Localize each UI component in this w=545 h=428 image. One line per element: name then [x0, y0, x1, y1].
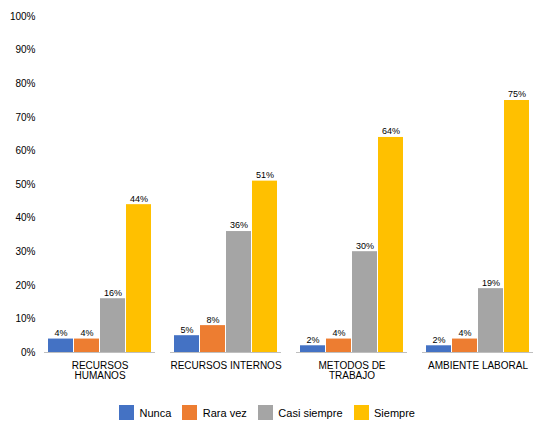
svg-text:AMBIENTE LABORAL: AMBIENTE LABORAL: [428, 360, 528, 371]
svg-text:64%: 64%: [382, 126, 400, 136]
svg-text:2%: 2%: [306, 335, 319, 345]
svg-text:80%: 80%: [15, 78, 35, 89]
svg-text:RECURSOSHUMANOS: RECURSOSHUMANOS: [72, 360, 129, 381]
svg-text:30%: 30%: [15, 246, 35, 257]
svg-text:50%: 50%: [15, 179, 35, 190]
svg-text:0%: 0%: [21, 347, 36, 358]
svg-text:30%: 30%: [356, 241, 374, 251]
html-text:Siempre: Siempre: [374, 406, 415, 419]
svg-text:70%: 70%: [15, 112, 35, 123]
html-text:Rara vez: Rara vez: [202, 406, 247, 419]
svg-text:4%: 4%: [332, 328, 345, 338]
svg-text:75%: 75%: [508, 89, 526, 99]
svg-text:60%: 60%: [15, 145, 35, 156]
svg-text:100%: 100%: [10, 11, 36, 22]
html-text:Casi siempre: Casi siempre: [278, 406, 343, 419]
svg-text:4%: 4%: [458, 328, 471, 338]
svg-text:4%: 4%: [54, 328, 67, 338]
svg-text:10%: 10%: [15, 313, 35, 324]
svg-text:METODOS DETRABAJO: METODOS DETRABAJO: [318, 360, 385, 381]
svg-text:44%: 44%: [130, 194, 148, 204]
svg-text:90%: 90%: [15, 44, 35, 55]
svg-text:5%: 5%: [180, 325, 193, 335]
svg-text:4%: 4%: [80, 328, 93, 338]
svg-text:36%: 36%: [230, 220, 248, 230]
svg-text:20%: 20%: [15, 280, 35, 291]
svg-text:40%: 40%: [15, 212, 35, 223]
svg-text:51%: 51%: [256, 170, 274, 180]
svg-text:RECURSOS INTERNOS: RECURSOS INTERNOS: [170, 360, 281, 371]
svg-text:19%: 19%: [482, 278, 500, 288]
svg-text:8%: 8%: [206, 315, 219, 325]
svg-text:2%: 2%: [432, 335, 445, 345]
html-text:Nunca: Nunca: [139, 406, 172, 419]
svg-text:16%: 16%: [104, 288, 122, 298]
